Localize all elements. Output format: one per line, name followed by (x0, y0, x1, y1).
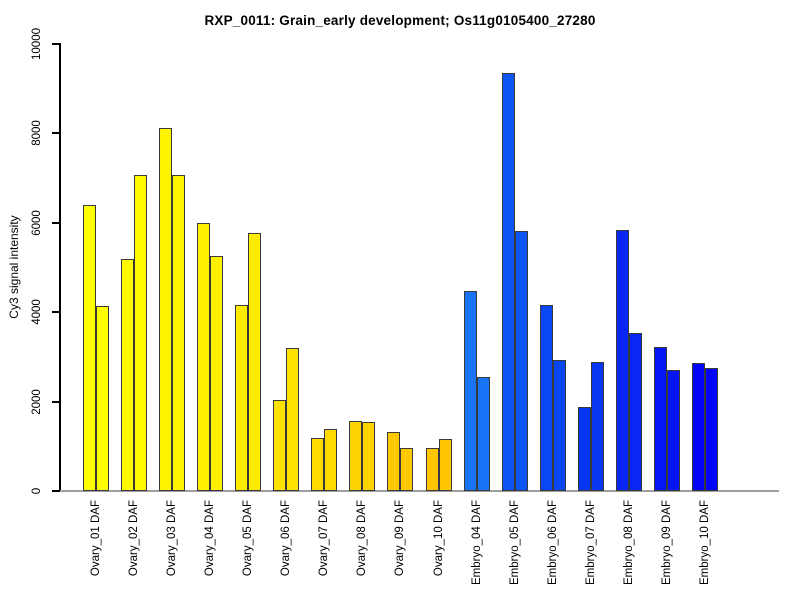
x-tick-label: Embryo_05 DAF (508, 500, 521, 586)
bar (438, 439, 452, 491)
y-tick-label: 8000 (31, 120, 43, 147)
y-tick-mark (52, 490, 60, 492)
y-axis-label: Cy3 signal intensity (7, 215, 21, 319)
x-tick-label: Embryo_08 DAF (622, 500, 635, 586)
bar (615, 230, 629, 491)
bar (691, 363, 705, 491)
y-tick-label: 6000 (31, 210, 43, 236)
x-tick-label: Embryo_04 DAF (470, 500, 483, 586)
bar (425, 448, 439, 491)
bar (134, 175, 148, 491)
y-tick-mark (52, 311, 60, 314)
y-tick-mark (52, 221, 60, 224)
y-tick-mark (52, 132, 60, 135)
bar (476, 377, 490, 491)
bar (577, 407, 591, 491)
bar (501, 73, 515, 491)
bar (539, 305, 553, 491)
bar (235, 305, 249, 491)
x-baseline (56, 490, 779, 492)
bar (83, 205, 96, 491)
bar (463, 291, 477, 491)
bar (362, 422, 376, 491)
bar (653, 347, 667, 491)
bar (704, 368, 718, 491)
chart-title: RXP_0011: Grain_early development; Os11g… (204, 13, 596, 28)
bar (311, 438, 325, 491)
x-tick-label: Ovary_07 DAF (318, 500, 331, 577)
bar (286, 348, 300, 491)
x-tick-label: Ovary_04 DAF (204, 500, 217, 577)
x-tick-label: Embryo_06 DAF (546, 500, 559, 586)
x-tick-label: Ovary_03 DAF (166, 500, 179, 577)
x-tick-label: Ovary_05 DAF (242, 500, 255, 577)
x-tick-label: Embryo_07 DAF (584, 500, 597, 586)
bar (324, 429, 338, 491)
bar (400, 448, 414, 491)
bar (552, 360, 566, 491)
bar (387, 432, 401, 491)
bar (590, 362, 604, 491)
x-tick-label: Ovary_01 DAF (90, 500, 102, 577)
x-tick-label: Ovary_10 DAF (432, 500, 445, 577)
bar (666, 370, 680, 491)
y-tick-label: 0 (31, 487, 43, 495)
y-tick-label: 10000 (31, 28, 43, 60)
y-tick-mark (52, 43, 60, 45)
y-tick-label: 4000 (31, 299, 43, 325)
x-tick-label: Ovary_08 DAF (356, 500, 369, 577)
x-tick-label: Ovary_02 DAF (128, 500, 141, 577)
bar (159, 128, 173, 491)
bar (349, 421, 363, 491)
y-tick-mark (52, 400, 60, 403)
bar (210, 256, 224, 491)
y-tick-label: 2000 (31, 388, 43, 415)
x-tick-label: Ovary_06 DAF (280, 500, 293, 577)
y-axis-line (59, 43, 61, 492)
x-tick-label: Embryo_09 DAF (660, 500, 673, 586)
bar (628, 333, 642, 491)
bar (172, 175, 186, 491)
x-tick-label: Embryo_10 DAF (698, 500, 711, 586)
bar (96, 306, 109, 491)
bar (514, 231, 528, 491)
x-tick-label: Ovary_09 DAF (394, 500, 407, 577)
bar (273, 400, 287, 491)
bar (248, 233, 262, 491)
bar (197, 223, 211, 491)
bar (121, 259, 135, 491)
